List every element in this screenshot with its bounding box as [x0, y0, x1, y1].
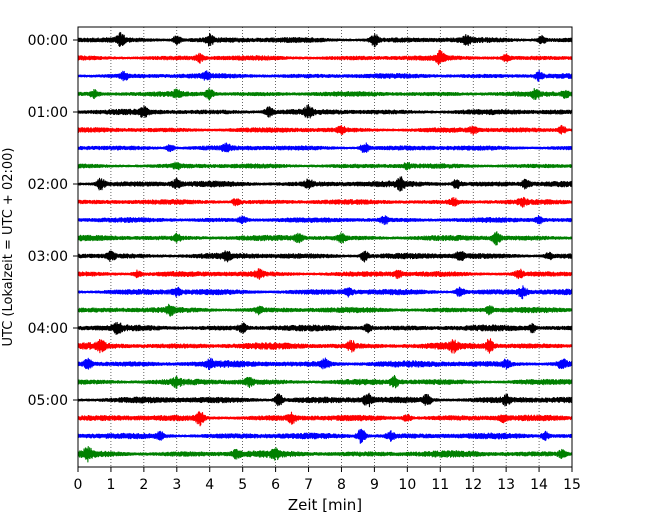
x-tick-label: 12 — [464, 477, 482, 493]
plot-frame — [77, 26, 573, 468]
y-tick-label: 00:00 — [28, 33, 68, 49]
x-tick-label: 1 — [106, 477, 115, 493]
grid-lines — [110, 27, 540, 467]
x-tick-label: 5 — [238, 477, 247, 493]
x-tick-label: 8 — [337, 477, 346, 493]
y-tick-label: 05:00 — [28, 393, 68, 409]
x-tick-label: 6 — [271, 477, 280, 493]
x-tick-label: 9 — [370, 477, 379, 493]
y-tick-label: 03:00 — [28, 249, 68, 265]
x-axis-title: Zeit [min] — [288, 496, 362, 514]
x-tick-label: 15 — [563, 477, 581, 493]
x-tick-label: 10 — [398, 477, 416, 493]
x-tick-label: 2 — [139, 477, 148, 493]
seismic-trace — [77, 303, 573, 317]
x-tick-label: 3 — [172, 477, 181, 493]
x-axis: 0 1 2 3 4 5 6 7 8 9 10 11 12 13 14 15 — [74, 467, 581, 493]
trace-group — [77, 31, 573, 463]
x-tick-label: 14 — [530, 477, 548, 493]
x-tick-label: 7 — [304, 477, 313, 493]
x-tick-label: 13 — [497, 477, 515, 493]
x-tick-label: 4 — [205, 477, 214, 493]
y-tick-label: 02:00 — [28, 177, 68, 193]
x-tick-label: 11 — [431, 477, 449, 493]
y-axis: 00:00 01:00 02:00 03:00 04:00 05:00 — [28, 33, 78, 409]
y-axis-title: UTC (Lokalzeit = UTC + 02:00) — [1, 148, 16, 347]
y-tick-label: 04:00 — [28, 321, 68, 337]
y-tick-label: 01:00 — [28, 105, 68, 121]
seismic-trace — [77, 285, 573, 300]
x-tick-label: 0 — [74, 477, 83, 493]
